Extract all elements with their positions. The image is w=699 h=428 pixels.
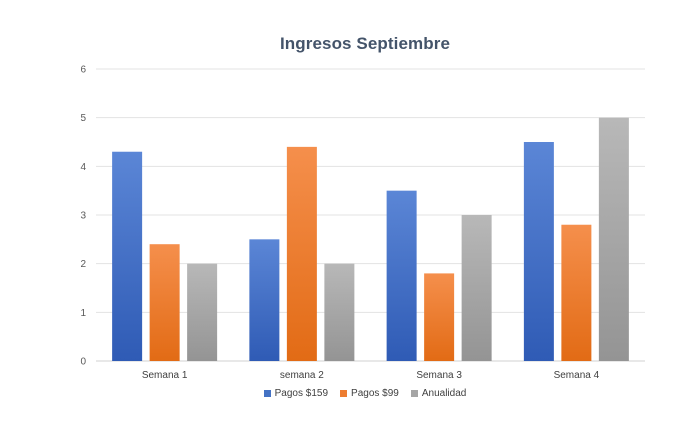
- legend-swatch-series-2: [340, 390, 348, 397]
- bar-2-4: [561, 224, 592, 361]
- y-tick-label: 3: [80, 211, 86, 222]
- x-tick-label: Semana 3: [416, 370, 462, 381]
- x-axis-ticks: Semana 1 semana 2 Semana 3 Semana 4: [142, 370, 600, 381]
- bar-3-3: [461, 215, 492, 361]
- bars: [112, 117, 629, 362]
- bar-1-2: [249, 239, 280, 361]
- bar-3-1: [187, 263, 218, 361]
- y-axis-ticks: 0 1 2 3 4 5 6: [80, 65, 86, 368]
- legend: Pagos $159 Pagos $99 Anualidad: [0, 388, 699, 399]
- y-tick-label: 5: [80, 113, 86, 124]
- legend-item-series-3: Anualidad: [410, 388, 467, 399]
- legend-item-series-1: Pagos $159: [263, 388, 329, 399]
- y-tick-label: 1: [80, 308, 86, 319]
- x-tick-label: Semana 4: [554, 370, 600, 381]
- bar-3-2: [324, 263, 355, 361]
- legend-swatch-series-3: [410, 390, 418, 397]
- legend-swatch-series-1: [263, 390, 271, 397]
- legend-label-series-3: Anualidad: [421, 388, 467, 399]
- legend-item-series-2: Pagos $99: [340, 388, 399, 399]
- x-tick-label: semana 2: [280, 370, 324, 381]
- legend-label-series-1: Pagos $159: [274, 388, 329, 399]
- y-tick-label: 0: [80, 357, 86, 368]
- bar-1-3: [386, 190, 417, 361]
- bar-2-3: [424, 273, 455, 361]
- chart-title: Ingresos Septiembre: [279, 34, 451, 53]
- bar-1-4: [523, 142, 554, 361]
- y-tick-label: 6: [80, 65, 86, 76]
- y-tick-label: 2: [80, 259, 86, 270]
- bar-2-2: [286, 146, 317, 361]
- legend-label-series-2: Pagos $99: [351, 388, 399, 399]
- bar-1-1: [112, 151, 143, 361]
- bar-3-4: [598, 117, 629, 362]
- x-tick-label: Semana 1: [142, 370, 188, 381]
- bar-2-1: [149, 244, 180, 361]
- y-tick-label: 4: [80, 162, 86, 173]
